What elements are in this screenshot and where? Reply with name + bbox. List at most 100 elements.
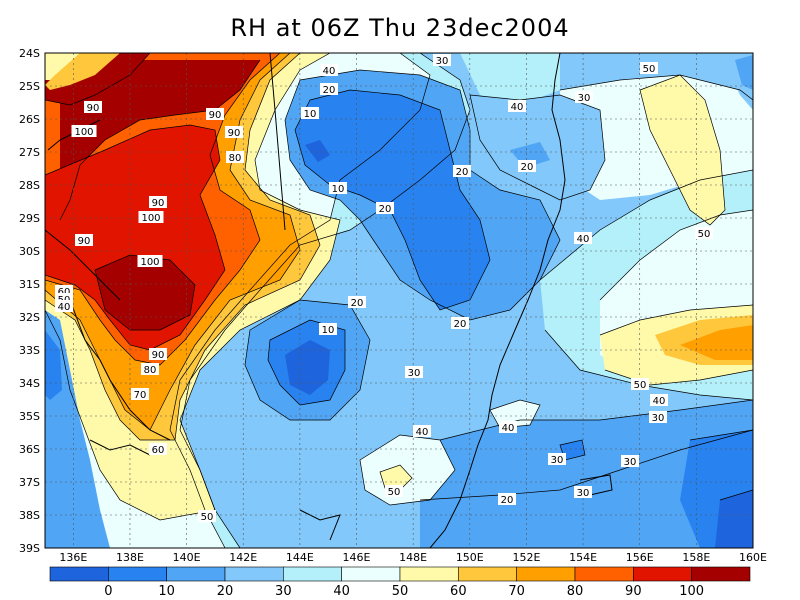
field-0-10-low-right: [715, 490, 753, 548]
svg-text:100: 100: [141, 213, 160, 224]
svg-text:10: 10: [304, 109, 317, 120]
colorbar-swatch: [516, 566, 576, 582]
field-50-60-low: [360, 435, 455, 505]
lon-label: 142E: [229, 551, 257, 564]
contour-label: 20: [451, 317, 469, 330]
lon-label: 148E: [399, 551, 427, 564]
svg-text:40: 40: [502, 423, 515, 434]
lon-label: 154E: [569, 551, 597, 564]
contour-label: 30: [405, 366, 423, 379]
lon-label: 146E: [343, 551, 371, 564]
contour-label: 100: [71, 125, 97, 138]
svg-text:10: 10: [322, 325, 335, 336]
contour-label: 50: [631, 378, 649, 391]
lat-label: 34S: [19, 377, 40, 390]
lon-label: 136E: [59, 551, 87, 564]
svg-text:30: 30: [436, 56, 449, 67]
field-60-70-low: [380, 465, 412, 490]
contour-label: 90: [149, 348, 167, 361]
svg-text:30: 30: [577, 488, 590, 499]
lat-label: 29S: [19, 212, 40, 225]
field-0-10-upper: [305, 140, 330, 162]
lat-label: 35S: [19, 410, 40, 423]
colorbar-label: 80: [567, 584, 584, 599]
lon-label: 140E: [173, 551, 201, 564]
svg-text:80: 80: [144, 365, 157, 376]
field-100-a: [60, 60, 260, 220]
contour-label: 90: [149, 196, 167, 209]
colorbar-label: 100: [679, 584, 704, 599]
contour-label: 90: [75, 234, 93, 247]
field-orange-top: [45, 53, 120, 90]
contour-label: 20: [348, 296, 366, 309]
svg-text:30: 30: [624, 457, 637, 468]
colorbar-label: 70: [508, 584, 525, 599]
svg-text:30: 30: [578, 93, 591, 104]
contour-label: 100: [138, 211, 164, 224]
contour-label: 30: [433, 54, 451, 67]
svg-text:70: 70: [134, 390, 147, 401]
field-80-right: [680, 325, 753, 360]
field-20-30-low: [420, 400, 753, 548]
lat-label: 31S: [19, 278, 40, 291]
colorbar-swatch: [574, 566, 634, 582]
field-20-left: [45, 330, 62, 400]
lon-label: 138E: [116, 551, 144, 564]
lon-label: 150E: [456, 551, 484, 564]
field-60-70-upright: [640, 75, 725, 225]
contour-label: 30: [574, 486, 592, 499]
field-30-40-left: [45, 310, 110, 548]
contour-label: 40: [574, 232, 592, 245]
contour-label: 20: [376, 202, 394, 215]
colorbar-swatch: [166, 566, 226, 582]
contour-value-labels: 90 100 90 90 80 90 100 90 100 60 50 40 90 80 70 60 50 40 2…: [55, 54, 713, 523]
svg-text:20: 20: [501, 495, 514, 506]
lon-label: 152E: [512, 551, 540, 564]
svg-text:20: 20: [521, 162, 534, 173]
svg-text:90: 90: [209, 110, 222, 121]
lat-label: 28S: [19, 179, 40, 192]
svg-text:20: 20: [323, 85, 336, 96]
contour-label: 90: [206, 108, 224, 121]
contour-label: 40: [413, 425, 431, 438]
colorbar-swatch: [108, 566, 167, 582]
colorbar-label: 0: [104, 584, 112, 599]
colorbar: 0 10 20 30 40 50 60 70 80 90 100: [49, 566, 751, 599]
contour-label: 20: [518, 160, 536, 173]
field-10-20-upper: [295, 90, 490, 310]
svg-text:40: 40: [577, 234, 590, 245]
contour-label: 50: [198, 510, 216, 523]
lat-label: 37S: [19, 476, 40, 489]
field-10-20-dot: [560, 440, 585, 460]
colorbar-label: 40: [333, 584, 350, 599]
contour-label: 40: [650, 394, 668, 407]
contour-label: 30: [548, 453, 566, 466]
latitude-labels: 24S 25S 26S 27S 28S 29S 30S 31S 32S 33S 34S 35S 36S 3…: [19, 47, 40, 555]
lat-label: 36S: [19, 443, 40, 456]
lat-label: 33S: [19, 344, 40, 357]
colorbar-swatch: [691, 566, 751, 582]
svg-text:20: 20: [379, 204, 392, 215]
field-100-c: [95, 255, 195, 330]
lat-label: 38S: [19, 509, 40, 522]
svg-text:50: 50: [634, 380, 647, 391]
lat-label: 24S: [19, 47, 40, 60]
colorbar-swatch: [224, 566, 284, 582]
svg-text:50: 50: [698, 229, 711, 240]
contour-label: 50: [640, 62, 658, 75]
lon-label: 156E: [626, 551, 654, 564]
contour-label: 20: [320, 83, 338, 96]
lat-label: 39S: [19, 542, 40, 555]
contour-label: 60: [149, 443, 167, 456]
svg-text:10: 10: [332, 184, 345, 195]
contour-label: 90: [225, 126, 243, 139]
lon-label: 144E: [286, 551, 314, 564]
svg-text:100: 100: [74, 127, 93, 138]
lon-label: 158E: [682, 551, 710, 564]
contour-label: 10: [301, 107, 319, 120]
colorbar-label: 20: [217, 584, 234, 599]
svg-text:50: 50: [201, 512, 214, 523]
lat-label: 25S: [19, 80, 40, 93]
colorbar-label: 90: [625, 584, 642, 599]
svg-text:90: 90: [228, 128, 241, 139]
